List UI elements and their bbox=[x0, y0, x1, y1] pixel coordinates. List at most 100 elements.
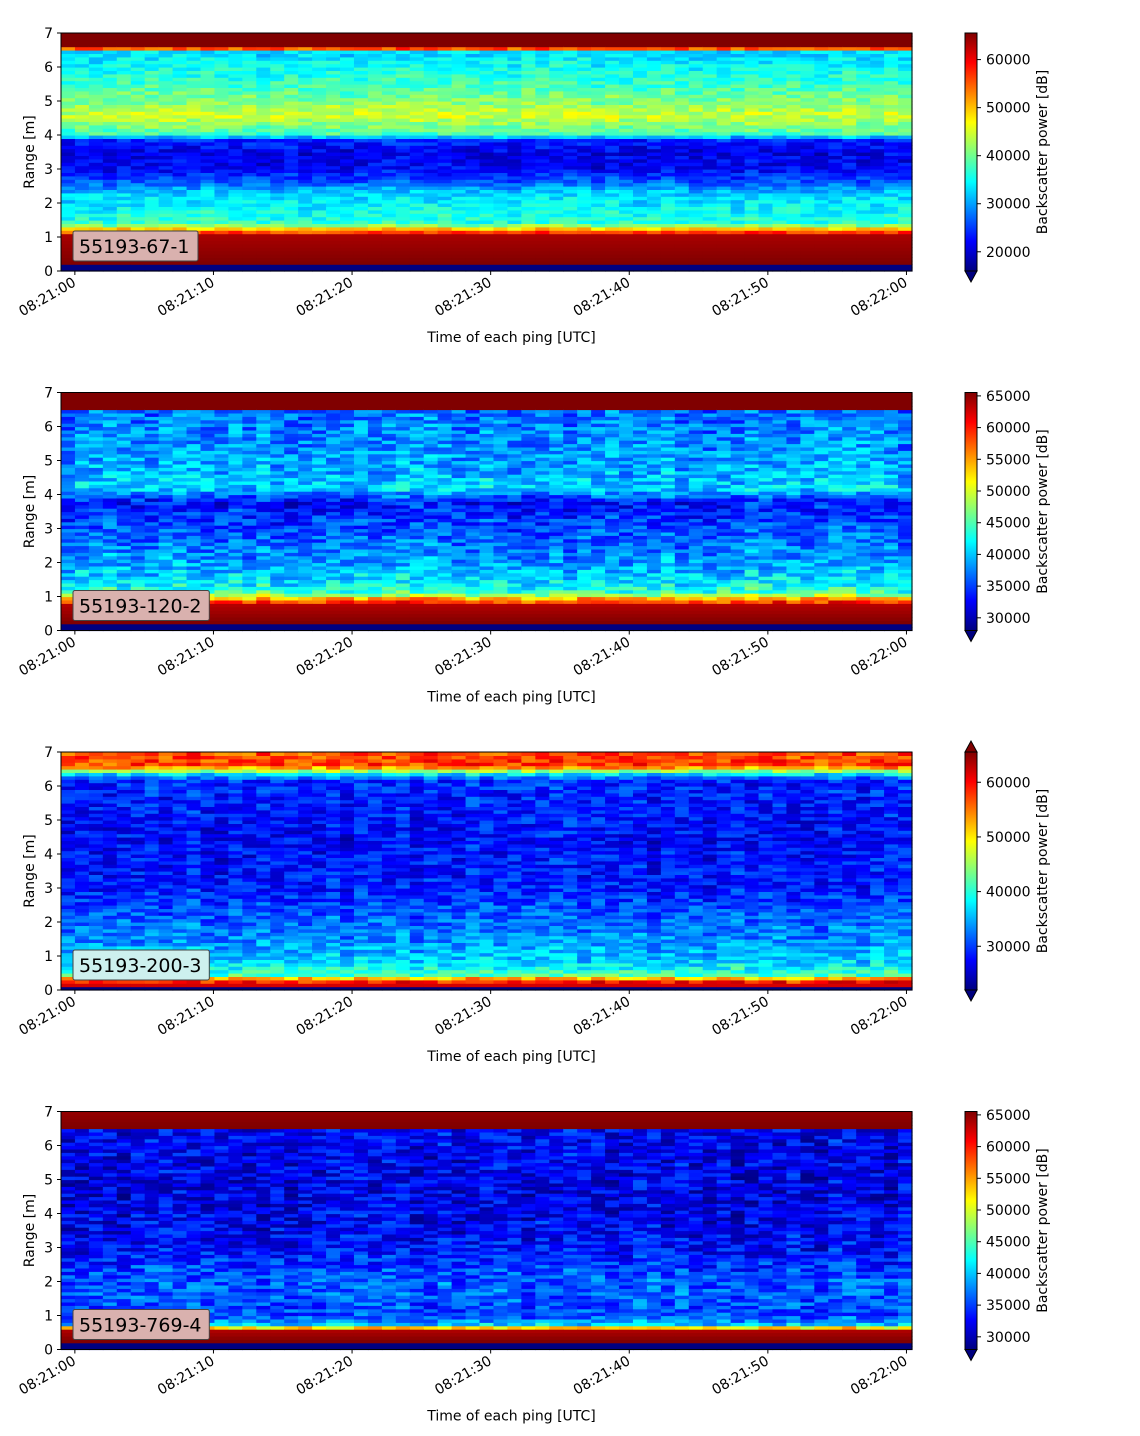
heatmap-cell bbox=[145, 193, 160, 197]
heatmap-cell bbox=[870, 234, 885, 238]
heatmap-cell bbox=[382, 159, 397, 163]
heatmap-cell bbox=[270, 176, 285, 180]
heatmap-cell bbox=[256, 210, 271, 214]
heatmap-cell bbox=[452, 142, 467, 146]
heatmap-cell bbox=[745, 149, 760, 153]
heatmap-cell bbox=[480, 142, 495, 146]
heatmap-cell bbox=[424, 227, 439, 231]
heatmap-cell bbox=[424, 234, 439, 238]
heatmap-cell bbox=[103, 142, 118, 146]
heatmap-cell bbox=[535, 200, 550, 204]
heatmap-cell bbox=[493, 193, 508, 197]
heatmap-cell bbox=[647, 217, 662, 221]
heatmap-cell bbox=[661, 200, 676, 204]
heatmap-cell bbox=[340, 264, 355, 268]
heatmap-cell bbox=[131, 210, 146, 214]
heatmap-cell bbox=[75, 193, 90, 197]
heatmap-cell bbox=[549, 217, 564, 221]
heatmap-cell bbox=[159, 142, 174, 146]
heatmap-cell bbox=[466, 149, 481, 153]
x-tick-label: 08:21:50 bbox=[709, 275, 771, 320]
heatmap-cell bbox=[187, 217, 202, 221]
heatmap-cell bbox=[786, 217, 801, 221]
heatmap-cell bbox=[703, 210, 718, 214]
heatmap-cell bbox=[159, 393, 174, 397]
heatmap-cell bbox=[340, 217, 355, 221]
heatmap-cell bbox=[61, 142, 76, 146]
heatmap-cell bbox=[382, 193, 397, 197]
heatmap-cell bbox=[633, 227, 648, 231]
y-tick-label: 2 bbox=[44, 196, 53, 212]
heatmap-cell bbox=[466, 210, 481, 214]
heatmap-cell bbox=[340, 159, 355, 163]
heatmap-cell bbox=[368, 193, 383, 197]
heatmap-cell bbox=[591, 264, 606, 268]
colorbar-label: Backscatter power [dB] bbox=[1035, 70, 1051, 235]
heatmap-cell bbox=[814, 183, 829, 187]
heatmap-cell bbox=[382, 149, 397, 153]
heatmap-cell bbox=[828, 149, 843, 153]
heatmap-cell bbox=[717, 33, 732, 37]
heatmap-cell bbox=[145, 149, 160, 153]
heatmap-cell bbox=[717, 234, 732, 238]
heatmap-cell bbox=[689, 251, 704, 255]
heatmap-cell bbox=[591, 244, 606, 248]
heatmap-cell bbox=[117, 176, 132, 180]
heatmap-cell bbox=[312, 251, 327, 255]
heatmap-cell bbox=[242, 234, 257, 238]
heatmap-cell bbox=[466, 217, 481, 221]
heatmap-cell bbox=[312, 132, 327, 136]
heatmap-cell bbox=[759, 210, 774, 214]
heatmap-cell bbox=[619, 234, 634, 238]
heatmap-cell bbox=[717, 264, 732, 268]
heatmap-cell bbox=[173, 420, 188, 424]
heatmap-cell bbox=[493, 159, 508, 163]
heatmap-cell bbox=[201, 193, 216, 197]
heatmap-cell bbox=[396, 159, 411, 163]
heatmap-cell bbox=[103, 176, 118, 180]
heatmap-cell bbox=[870, 166, 885, 170]
heatmap-cell bbox=[452, 166, 467, 170]
heatmap-cell bbox=[493, 244, 508, 248]
heatmap-cell bbox=[145, 159, 160, 163]
heatmap-cell bbox=[717, 227, 732, 231]
heatmap-cell bbox=[242, 33, 257, 37]
heatmap-cell bbox=[856, 251, 871, 255]
heatmap-cell bbox=[340, 132, 355, 136]
heatmap-cell bbox=[103, 505, 118, 509]
heatmap-cell bbox=[731, 166, 746, 170]
heatmap-cell bbox=[326, 264, 341, 268]
heatmap-cell bbox=[828, 251, 843, 255]
heatmap-cell bbox=[61, 33, 76, 37]
heatmap-cell bbox=[759, 200, 774, 204]
heatmap-cell bbox=[284, 166, 299, 170]
heatmap-cell bbox=[814, 166, 829, 170]
heatmap-cell bbox=[507, 142, 522, 146]
heatmap-cell bbox=[145, 142, 160, 146]
heatmap-cell bbox=[452, 244, 467, 248]
heatmap-cell bbox=[898, 234, 913, 238]
heatmap-cell bbox=[452, 234, 467, 238]
heatmap-cell bbox=[577, 33, 592, 37]
heatmap-cell bbox=[424, 176, 439, 180]
heatmap-cell bbox=[772, 210, 787, 214]
heatmap-cell bbox=[591, 227, 606, 231]
heatmap-cell bbox=[800, 234, 815, 238]
heatmap-cell bbox=[507, 264, 522, 268]
heatmap-cell bbox=[173, 454, 188, 458]
heatmap-cell bbox=[772, 217, 787, 221]
heatmap-cell bbox=[842, 183, 857, 187]
heatmap-cell bbox=[549, 183, 564, 187]
heatmap-cell bbox=[326, 159, 341, 163]
heatmap-cell bbox=[424, 132, 439, 136]
heatmap-cell bbox=[619, 251, 634, 255]
heatmap-cell bbox=[786, 183, 801, 187]
heatmap-cell bbox=[89, 437, 104, 441]
heatmap-cell bbox=[214, 193, 229, 197]
heatmap-cell bbox=[270, 193, 285, 197]
heatmap-cell bbox=[577, 234, 592, 238]
heatmap-cell bbox=[870, 149, 885, 153]
heatmap-cell bbox=[745, 251, 760, 255]
heatmap-cell bbox=[89, 210, 104, 214]
heatmap-cell bbox=[214, 33, 229, 37]
